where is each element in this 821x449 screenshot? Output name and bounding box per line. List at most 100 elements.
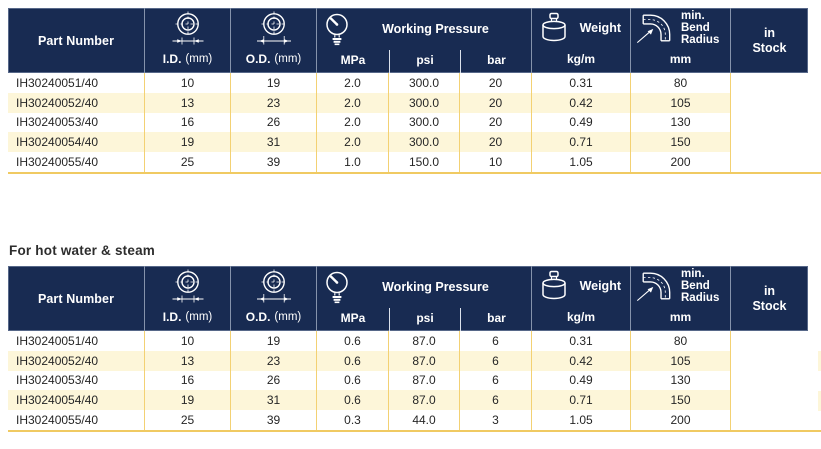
table-body: IH30240051/40 10 19 2.0 300.0 20 0.31 80 IH30240…	[8, 73, 808, 172]
value-cell: 0.49	[531, 112, 630, 133]
value-cell: 1.05	[531, 410, 630, 430]
weight-label: Weight	[579, 278, 621, 293]
part-number-cell: IH30240051/40	[16, 333, 99, 348]
value-cell: 19	[230, 73, 316, 93]
value-cell: 16	[144, 370, 230, 391]
value-cell: 300.0	[388, 112, 459, 133]
value-cell: 23	[230, 92, 316, 113]
value-cell: 13	[144, 350, 230, 371]
value-cell: 23	[230, 350, 316, 371]
value-cell: 0.6	[316, 370, 388, 391]
value-cell: 0.31	[531, 73, 630, 93]
spec-table-hot-water-steam: Part Number I.D. (mm) O.D. (mm) Working Pr…	[8, 266, 808, 430]
table-row: IH30240053/40 16 26 2.0 300.0 20 0.49 130	[8, 112, 808, 133]
value-cell: 20	[459, 73, 531, 93]
table-header: Part Number I.D. (mm) O.D. (mm) Working Pr…	[8, 8, 808, 73]
column-header-weight: Weight kg/m	[531, 266, 630, 331]
value-cell	[730, 331, 808, 351]
table-row: IH30240053/40 16 26 0.6 87.0 6 0.49 130	[8, 370, 808, 391]
od-unit: (mm)	[274, 310, 302, 323]
column-header-part-number: Part Number	[8, 8, 144, 73]
table-row: IH30240051/40 10 19 0.6 87.0 6 0.31 80	[8, 331, 808, 351]
value-cell: 87.0	[388, 331, 459, 351]
value-cell: 19	[230, 331, 316, 351]
value-cell: 31	[230, 132, 316, 153]
id-unit: (mm)	[185, 310, 213, 323]
value-cell: 0.6	[316, 350, 388, 371]
unit-bar: bar	[460, 50, 532, 73]
column-header-part-number: Part Number	[8, 266, 144, 331]
bend-unit: mm	[669, 309, 692, 324]
value-cell: 10	[144, 331, 230, 351]
column-header-weight: Weight kg/m	[531, 8, 630, 73]
value-cell: 0.3	[316, 410, 388, 430]
column-header-id: I.D. (mm)	[144, 266, 230, 331]
column-header-id: I.D. (mm)	[144, 8, 230, 73]
value-cell: 0.6	[316, 390, 388, 411]
value-cell: 20	[459, 92, 531, 113]
value-cell: 0.42	[531, 350, 630, 371]
value-cell: 16	[144, 112, 230, 133]
value-cell: 1.05	[531, 152, 630, 172]
value-cell: 39	[230, 152, 316, 172]
value-cell: 25	[144, 410, 230, 430]
value-cell: 80	[630, 331, 730, 351]
table-row: IH30240051/40 10 19 2.0 300.0 20 0.31 80	[8, 73, 808, 93]
unit-bar: bar	[460, 308, 532, 331]
in-stock-line-1: in	[763, 283, 776, 298]
value-cell: 130	[630, 112, 730, 133]
value-cell: 2.0	[316, 92, 388, 113]
value-cell	[730, 370, 808, 391]
value-cell: 150	[630, 132, 730, 153]
value-cell: 200	[630, 152, 730, 172]
in-stock-line-1: in	[763, 25, 776, 40]
unit-mpa: MPa	[340, 53, 366, 67]
inner-diameter-icon	[171, 10, 204, 45]
spec-table-standard: Part Number I.D. (mm) O.D. (mm) Working Pr…	[8, 8, 808, 172]
value-cell: 0.31	[531, 331, 630, 351]
value-cell: 87.0	[388, 350, 459, 371]
id-label: I.D.	[162, 51, 182, 66]
part-number-cell: IH30240055/40	[16, 413, 99, 428]
table-body: IH30240051/40 10 19 0.6 87.0 6 0.31 80 IH3024005…	[8, 331, 808, 430]
part-number-cell: IH30240053/40	[16, 373, 99, 388]
value-cell: 0.49	[531, 370, 630, 391]
value-cell	[730, 132, 808, 153]
column-header-bend-radius: min. Bend Radius mm	[630, 8, 730, 73]
unit-psi: psi	[389, 50, 460, 73]
part-number-cell: IH30240055/40	[16, 155, 99, 170]
value-cell: 2.0	[316, 73, 388, 93]
value-cell	[730, 350, 808, 371]
bend-line-3: Radius	[681, 291, 720, 304]
unit-mpa: MPa	[340, 311, 366, 325]
table-row: IH30240054/40 19 31 0.6 87.0 6 0.71 150	[8, 390, 808, 411]
value-cell: 0.42	[531, 92, 630, 113]
value-cell: 26	[230, 112, 316, 133]
value-cell: 87.0	[388, 370, 459, 391]
bend-unit: mm	[669, 51, 692, 66]
value-cell: 6	[459, 370, 531, 391]
value-cell: 130	[630, 370, 730, 391]
value-cell: 105	[630, 350, 730, 371]
unit-psi: psi	[389, 308, 460, 331]
value-cell: 19	[144, 132, 230, 153]
outer-diameter-icon	[255, 10, 292, 45]
table-row: IH30240055/40 25 39 1.0 150.0 10 1.05 200	[8, 152, 808, 172]
column-header-in-stock: in Stock	[730, 266, 808, 331]
value-cell: 300.0	[388, 132, 459, 153]
value-cell: 10	[144, 73, 230, 93]
value-cell: 6	[459, 390, 531, 411]
adjacent-stripe-fragment	[818, 351, 821, 371]
value-cell: 150.0	[388, 152, 459, 172]
value-cell: 44.0	[388, 410, 459, 430]
outer-diameter-icon	[255, 268, 292, 303]
value-cell: 3	[459, 410, 531, 430]
bend-line-2: Bend	[681, 21, 710, 34]
value-cell: 105	[630, 92, 730, 113]
value-cell: 6	[459, 350, 531, 371]
column-header-od: O.D. (mm)	[230, 8, 316, 73]
value-cell: 10	[459, 152, 531, 172]
value-cell: 2.0	[316, 112, 388, 133]
part-number-cell: IH30240054/40	[8, 390, 144, 411]
pressure-gauge-icon	[325, 271, 349, 304]
